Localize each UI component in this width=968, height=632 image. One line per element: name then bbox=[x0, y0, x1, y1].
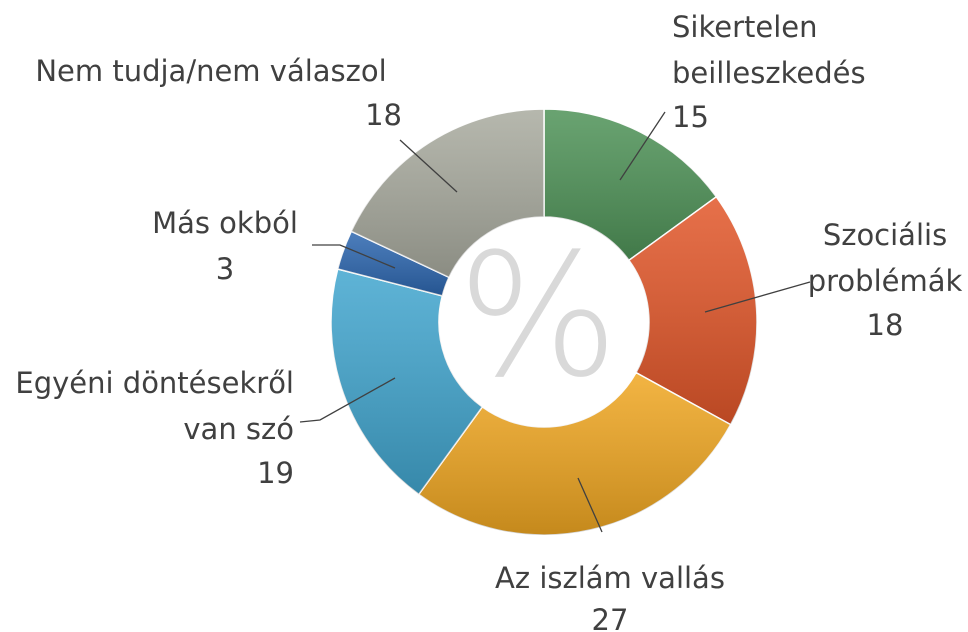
center-label: % bbox=[457, 218, 619, 416]
slice-label: Más okból bbox=[152, 206, 298, 240]
slice-value: 18 bbox=[866, 308, 904, 342]
slice-label: Sikertelen beilleszkedés bbox=[672, 10, 866, 90]
leader-line bbox=[704, 281, 811, 313]
slice-value: 19 bbox=[257, 456, 294, 490]
leader-line bbox=[299, 377, 396, 423]
slice-value: 27 bbox=[591, 603, 629, 632]
slice-label: Nem tudja/nem válaszol bbox=[35, 54, 387, 88]
leader-line bbox=[577, 477, 603, 533]
slice-label: Egyéni döntésekről van szó bbox=[15, 366, 294, 446]
leader-line bbox=[399, 139, 458, 193]
leader-line bbox=[312, 244, 396, 269]
slice-label: Az iszlám vallás bbox=[495, 561, 725, 595]
slice-value: 15 bbox=[672, 100, 709, 134]
leader-line bbox=[619, 111, 666, 181]
slice-value: 3 bbox=[215, 252, 235, 286]
slice-label: Szociális problémák bbox=[807, 218, 963, 298]
slice-value: 18 bbox=[365, 98, 402, 132]
